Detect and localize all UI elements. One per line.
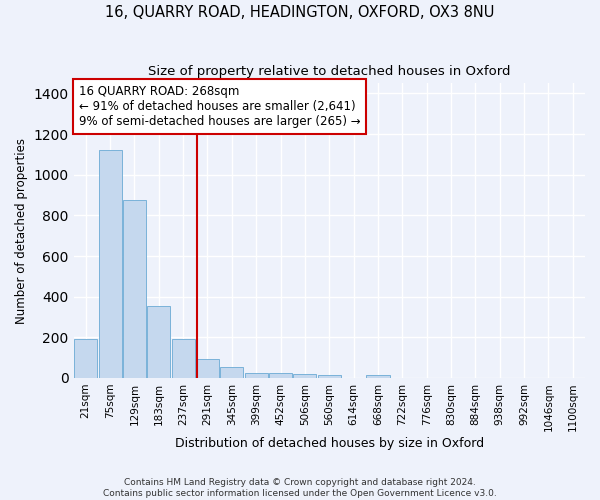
Bar (220, 367, 244, 378)
Bar (367, 375, 389, 378)
Text: Contains HM Land Registry data © Crown copyright and database right 2024.
Contai: Contains HM Land Registry data © Crown c… (103, 478, 497, 498)
Bar (147, 306, 170, 378)
Y-axis label: Number of detached properties: Number of detached properties (15, 138, 28, 324)
Bar (293, 374, 316, 378)
X-axis label: Distribution of detached houses by size in Oxford: Distribution of detached houses by size … (175, 437, 484, 450)
Text: 16 QUARRY ROAD: 268sqm
← 91% of detached houses are smaller (2,641)
9% of semi-d: 16 QUARRY ROAD: 268sqm ← 91% of detached… (79, 85, 360, 128)
Bar (98, 150, 122, 378)
Bar (245, 373, 268, 378)
Bar (196, 358, 219, 378)
Text: 16, QUARRY ROAD, HEADINGTON, OXFORD, OX3 8NU: 16, QUARRY ROAD, HEADINGTON, OXFORD, OX3… (106, 5, 494, 20)
Title: Size of property relative to detached houses in Oxford: Size of property relative to detached ho… (148, 65, 511, 78)
Bar (318, 375, 341, 378)
Bar (172, 340, 195, 378)
Bar (269, 373, 292, 378)
Bar (123, 200, 146, 378)
Bar (74, 340, 97, 378)
